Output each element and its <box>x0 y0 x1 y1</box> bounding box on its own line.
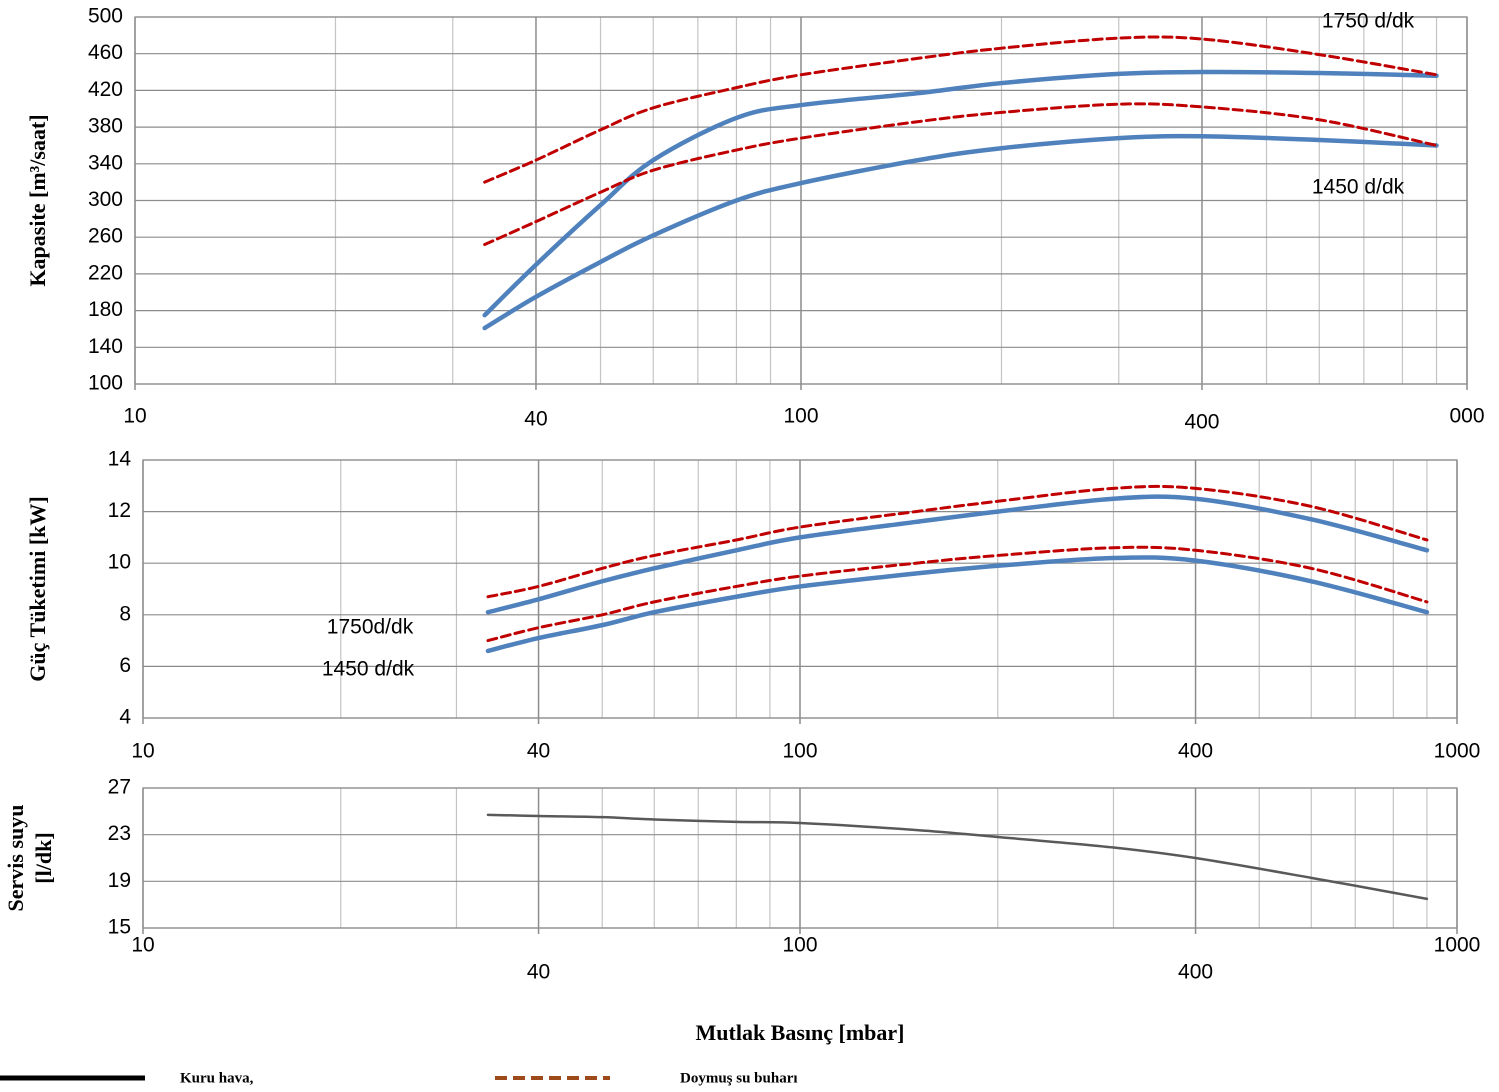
y-tick-label: 260 <box>88 225 123 248</box>
x-tick-label: 1000 <box>1434 740 1481 763</box>
y-tick-label: 19 <box>108 869 131 892</box>
plot-frame <box>142 787 1458 929</box>
y-axis-label: [l/dk] <box>31 832 56 883</box>
y-tick-label: 6 <box>119 654 131 677</box>
x-tick-label: 40 <box>527 961 550 984</box>
series-line <box>486 545 1429 643</box>
series-line <box>485 494 1430 615</box>
series-line <box>483 35 1439 184</box>
annotation: 1450 d/dk <box>322 658 415 681</box>
series-line <box>486 484 1429 599</box>
y-tick-label: 4 <box>119 706 131 729</box>
annotation: 1750d/dk <box>327 616 414 639</box>
y-tick-label: 8 <box>119 602 131 625</box>
y-tick-label: 340 <box>88 151 123 174</box>
y-tick-label: 23 <box>108 822 131 845</box>
annotation: 1450 d/dk <box>1312 176 1405 199</box>
y-axis-label: Kapasite [m³/saat] <box>25 114 50 286</box>
y-tick-label: 220 <box>88 261 123 284</box>
x-tick-label: 400 <box>1178 961 1213 984</box>
x-tick-label: 10 <box>131 740 154 763</box>
y-tick-label: 15 <box>108 916 131 939</box>
legend-label: Doymuş su buharı <box>680 1070 798 1086</box>
y-tick-label: 10 <box>108 551 131 574</box>
plot-frame <box>142 459 1458 719</box>
y-tick-label: 180 <box>88 298 123 321</box>
series-line <box>482 133 1439 331</box>
y-tick-label: 140 <box>88 335 123 358</box>
series-line <box>485 555 1430 654</box>
plot-frame <box>134 16 1468 385</box>
y-tick-label: 380 <box>88 115 123 138</box>
x-tick-label: 100 <box>782 934 817 957</box>
series-line <box>486 813 1429 901</box>
y-tick-label: 27 <box>108 776 131 799</box>
x-tick-label: 10 <box>123 405 146 428</box>
x-tick-label: 400 <box>1184 411 1219 434</box>
x-tick-label: 100 <box>783 405 818 428</box>
y-tick-label: 300 <box>88 188 123 211</box>
y-axis-label: Güç Tüketimi [kW] <box>25 496 50 681</box>
x-tick-label: 40 <box>524 408 547 431</box>
y-tick-label: 460 <box>88 41 123 64</box>
x-tick-label: 100 <box>782 740 817 763</box>
y-tick-label: 100 <box>88 372 123 395</box>
y-tick-label: 14 <box>108 448 132 471</box>
x-axis-label: Mutlak Basınç [mbar] <box>696 1020 905 1045</box>
x-tick-label: 400 <box>1178 740 1213 763</box>
legend-label: Kuru hava, <box>180 1070 254 1086</box>
y-axis-label: Servis suyu <box>3 805 28 912</box>
series-line <box>482 69 1439 318</box>
x-tick-label: 40 <box>527 740 550 763</box>
y-tick-label: 500 <box>88 5 123 28</box>
x-tick-label: 10 <box>131 934 154 957</box>
x-tick-label: 000 <box>1449 405 1484 428</box>
series-line <box>483 102 1439 247</box>
annotation: 1750 d/dk <box>1322 10 1415 33</box>
y-tick-label: 12 <box>108 499 131 522</box>
x-tick-label: 1000 <box>1434 934 1481 957</box>
y-tick-label: 420 <box>88 78 123 101</box>
